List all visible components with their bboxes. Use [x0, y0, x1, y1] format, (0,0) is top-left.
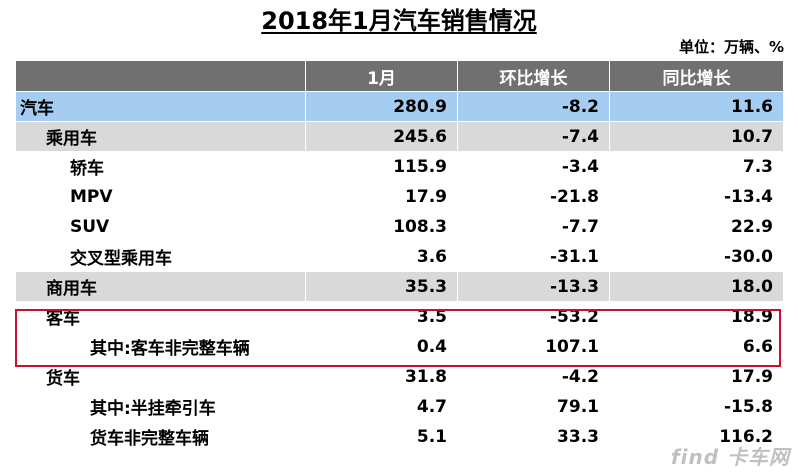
cell-mom-value: -7.4 [457, 121, 610, 152]
row-label: 商用车 [15, 271, 306, 302]
cell-month-value: 3.6 [305, 241, 458, 272]
cell-yoy-value: 11.6 [609, 91, 784, 122]
row-label: 客车 [15, 301, 306, 332]
cell-mom-value: -21.8 [457, 181, 610, 212]
row-label: 货车 [15, 361, 306, 392]
table-row: 客车 3.5 -53.2 18.9 [15, 301, 784, 332]
table-row: 乘用车 245.6 -7.4 10.7 [15, 121, 784, 152]
unit-label: 单位：万辆、% [678, 38, 784, 56]
watermark-logo: find 卡车网 [670, 445, 790, 469]
cell-mom-value: 33.3 [457, 421, 610, 452]
cell-month-value: 35.3 [305, 271, 458, 302]
column-header-category [15, 60, 306, 92]
table-row: 汽车 280.9 -8.2 11.6 [15, 91, 784, 122]
cell-month-value: 4.7 [305, 391, 458, 422]
table-row: 货车 31.8 -4.2 17.9 [15, 361, 784, 392]
cell-yoy-value: 6.6 [609, 331, 784, 362]
sales-table: 1月 环比增长 同比增长 汽车 280.9 -8.2 11.6 乘用车 245.6 -7.4… [15, 60, 784, 452]
column-header-yoy: 同比增长 [609, 60, 784, 92]
table-body: 汽车 280.9 -8.2 11.6 乘用车 245.6 -7.4 10.7 轿车 115.9 -3… [15, 91, 784, 452]
table-row: 其中:半挂牵引车 4.7 79.1 -15.8 [15, 391, 784, 422]
cell-month-value: 3.5 [305, 301, 458, 332]
table-row: SUV 108.3 -7.7 22.9 [15, 211, 784, 242]
cell-yoy-value: 18.0 [609, 271, 784, 302]
row-label: 轿车 [15, 151, 306, 182]
table-row: 交叉型乘用车 3.6 -31.1 -30.0 [15, 241, 784, 272]
table-row: 货车非完整车辆 5.1 33.3 116.2 [15, 421, 784, 452]
cell-yoy-value: 17.9 [609, 361, 784, 392]
cell-mom-value: -31.1 [457, 241, 610, 272]
cell-yoy-value: -13.4 [609, 181, 784, 212]
cell-month-value: 108.3 [305, 211, 458, 242]
cell-yoy-value: 22.9 [609, 211, 784, 242]
cell-yoy-value: -30.0 [609, 241, 784, 272]
title-text: 2018年1月汽车销售情况 [261, 7, 537, 35]
cell-mom-value: -8.2 [457, 91, 610, 122]
row-label: MPV [15, 181, 306, 212]
cell-mom-value: -13.3 [457, 271, 610, 302]
cell-month-value: 0.4 [305, 331, 458, 362]
row-label: 交叉型乘用车 [15, 241, 306, 272]
cell-month-value: 5.1 [305, 421, 458, 452]
cell-mom-value: -53.2 [457, 301, 610, 332]
table-row: 商用车 35.3 -13.3 18.0 [15, 271, 784, 302]
cell-month-value: 31.8 [305, 361, 458, 392]
row-label: SUV [15, 211, 306, 242]
cell-yoy-value: 116.2 [609, 421, 784, 452]
table-header-row: 1月 环比增长 同比增长 [15, 60, 784, 92]
cell-month-value: 245.6 [305, 121, 458, 152]
cell-mom-value: 107.1 [457, 331, 610, 362]
column-header-month: 1月 [305, 60, 458, 92]
row-label: 货车非完整车辆 [15, 421, 306, 452]
table-row: 轿车 115.9 -3.4 7.3 [15, 151, 784, 182]
cell-month-value: 115.9 [305, 151, 458, 182]
page-title: 2018年1月汽车销售情况 [0, 6, 798, 36]
column-header-mom: 环比增长 [457, 60, 610, 92]
cell-mom-value: 79.1 [457, 391, 610, 422]
cell-month-value: 17.9 [305, 181, 458, 212]
cell-yoy-value: 7.3 [609, 151, 784, 182]
row-label: 其中:半挂牵引车 [15, 391, 306, 422]
row-label: 其中:客车非完整车辆 [15, 331, 306, 362]
row-label: 乘用车 [15, 121, 306, 152]
row-label: 汽车 [15, 91, 306, 122]
cell-yoy-value: -15.8 [609, 391, 784, 422]
table-row: MPV 17.9 -21.8 -13.4 [15, 181, 784, 212]
cell-mom-value: -7.7 [457, 211, 610, 242]
cell-month-value: 280.9 [305, 91, 458, 122]
cell-yoy-value: 18.9 [609, 301, 784, 332]
cell-mom-value: -3.4 [457, 151, 610, 182]
cell-yoy-value: 10.7 [609, 121, 784, 152]
cell-mom-value: -4.2 [457, 361, 610, 392]
table-row: 其中:客车非完整车辆 0.4 107.1 6.6 [15, 331, 784, 362]
